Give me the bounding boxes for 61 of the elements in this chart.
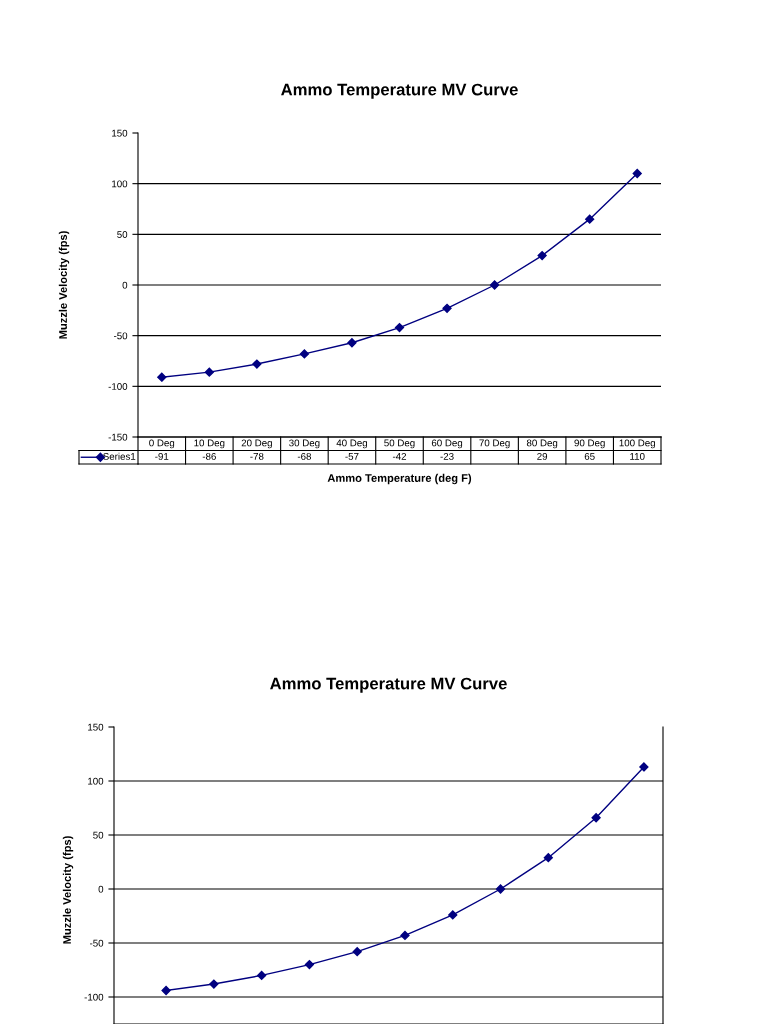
y-tick-label: 0: [122, 281, 128, 289]
legend-label: Series1: [103, 452, 136, 460]
category-label: 40 Deg: [336, 439, 367, 449]
y-tick-label: 50: [93, 831, 104, 839]
data-label: -68: [297, 452, 312, 460]
y-tick-label: 0: [98, 885, 104, 893]
category-label: 20 Deg: [241, 439, 272, 449]
point: [352, 947, 362, 957]
point: [632, 168, 642, 179]
data-label: -78: [250, 452, 264, 460]
y-tick-label: -100: [84, 993, 104, 1001]
data-label: -23: [440, 452, 454, 460]
y-axis-title: Muzzle Velocity (fps): [58, 231, 70, 339]
point: [252, 359, 262, 369]
point: [257, 970, 267, 981]
point: [299, 349, 310, 359]
category-label: 10 Deg: [194, 439, 225, 449]
y-tick-label: 50: [117, 231, 128, 238]
point: [495, 884, 506, 894]
chart-title: Ammo Temperature MV Curve: [270, 677, 507, 693]
point: [537, 250, 547, 261]
data-label: 29: [537, 452, 548, 460]
y-axis-title: Muzzle Velocity (fps): [62, 836, 74, 944]
data-label: -86: [202, 452, 216, 460]
y-tick-label: -50: [89, 939, 104, 947]
point: [639, 762, 649, 772]
y-tick-label: 100: [112, 180, 128, 188]
point: [448, 910, 458, 920]
y-tick-label: -100: [108, 383, 128, 390]
y-tick-label: 150: [112, 129, 128, 137]
category-label: 0 Deg: [149, 439, 175, 449]
category-label: 80 Deg: [526, 439, 558, 449]
point: [204, 367, 214, 377]
point: [209, 979, 219, 989]
category-label: 100 Deg: [619, 439, 655, 449]
y-tick-label: -150: [108, 433, 128, 441]
y-tick-label: 100: [88, 777, 104, 785]
point: [304, 959, 315, 970]
x-axis-title: Ammo Temperature (deg F): [327, 473, 472, 485]
data-label: -91: [155, 452, 169, 460]
category-label: 60 Deg: [431, 439, 463, 449]
data-label: -57: [345, 453, 359, 460]
point: [585, 214, 595, 224]
point: [591, 813, 601, 823]
data-label: -42: [392, 452, 407, 460]
category-label: 30 Deg: [289, 439, 320, 449]
chart-title: Ammo Temperature MV Curve: [281, 83, 518, 99]
point: [157, 372, 167, 382]
point: [442, 303, 452, 313]
point: [161, 985, 171, 996]
category-label: 70 Deg: [479, 439, 510, 449]
point: [489, 280, 500, 290]
y-tick-label: 150: [88, 723, 104, 731]
point: [347, 338, 357, 348]
category-label: 50 Deg: [384, 439, 415, 449]
point: [543, 853, 553, 863]
point: [400, 930, 410, 941]
category-label: 90 Deg: [574, 439, 605, 449]
data-label: 110: [630, 452, 645, 460]
data-label: 65: [584, 452, 595, 460]
y-tick-label: -50: [113, 332, 128, 340]
